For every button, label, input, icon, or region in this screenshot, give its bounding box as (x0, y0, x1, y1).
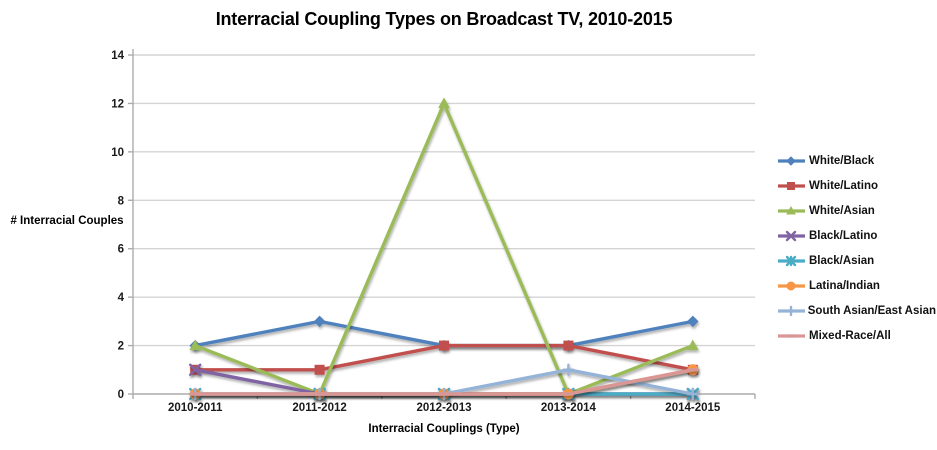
marker-plus[interactable] (785, 305, 797, 316)
marker-plus[interactable] (686, 387, 699, 401)
legend-swatch-circle-icon (778, 281, 805, 290)
x-tick-label: 2011-2012 (292, 402, 346, 414)
legend-label: White/Asian (809, 204, 875, 217)
legend-swatch-diamond-icon (778, 155, 805, 166)
marker-asterisk[interactable] (785, 255, 797, 266)
legend-item-white-black[interactable]: White/Black (776, 148, 936, 173)
series-mixed-race-all[interactable] (190, 368, 698, 396)
legend-item-latina-indian[interactable]: Latina/Indian (776, 273, 936, 298)
legend-item-south-asian-east-asian[interactable]: South Asian/East Asian (776, 298, 936, 323)
y-tick-label: 0 (118, 389, 124, 401)
x-tick-label: 2012-2013 (417, 402, 472, 414)
legend-item-mixed-race-all[interactable]: Mixed-Race/All (776, 323, 936, 348)
legend-item-black-latino[interactable]: Black/Latino (776, 223, 936, 248)
legend: White/Black White/Latino White/Asian Black/… (776, 148, 936, 348)
y-tick-label: 10 (111, 147, 124, 159)
marker-circle[interactable] (786, 281, 796, 290)
marker-square[interactable] (314, 364, 325, 375)
marker-diamond[interactable] (786, 155, 796, 166)
marker-square[interactable] (563, 340, 574, 351)
legend-label: Mixed-Race/All (809, 329, 891, 342)
marker-triangle[interactable] (686, 339, 699, 351)
chart-title: Interracial Coupling Types on Broadcast … (215, 9, 673, 29)
legend-label: South Asian/East Asian (807, 304, 936, 317)
marker-x[interactable] (785, 230, 797, 241)
legend-item-black-asian[interactable]: Black/Asian (776, 248, 936, 273)
marker-triangle[interactable] (438, 97, 450, 108)
marker-triangle[interactable] (786, 205, 796, 214)
legend-item-white-asian[interactable]: White/Asian (776, 198, 936, 223)
x-tick-label: 2014-2015 (665, 402, 721, 414)
y-tick-label: 8 (118, 195, 125, 207)
legend-label: White/Latino (809, 179, 878, 192)
legend-label: Black/Latino (809, 229, 878, 242)
legend-label: Latina/Indian (809, 279, 880, 292)
marker-x[interactable] (189, 363, 202, 376)
marker-plus[interactable] (562, 363, 575, 376)
legend-swatch-square-icon (778, 181, 805, 190)
y-tick-label: 12 (111, 98, 124, 110)
x-tick-label: 2010-2011 (168, 402, 223, 414)
y-tick-label: 2 (118, 341, 124, 353)
legend-label: Black/Asian (809, 254, 875, 267)
legend-swatch-plus-icon (778, 305, 805, 316)
marker-square[interactable] (787, 181, 795, 190)
marker-square[interactable] (439, 340, 449, 351)
legend-item-white-latino[interactable]: White/Latino (776, 173, 936, 198)
y-tick-label: 4 (118, 292, 125, 304)
marker-diamond[interactable] (687, 315, 699, 328)
y-tick-label: 6 (118, 244, 124, 256)
marker-diamond[interactable] (313, 315, 326, 328)
y-axis-title: # Interracial Couples (10, 215, 124, 227)
legend-swatch-x-icon (778, 230, 805, 241)
y-tick-label: 14 (111, 50, 124, 62)
legend-swatch-asterisk-icon (778, 255, 805, 266)
legend-label: White/Black (809, 154, 875, 167)
x-tick-label: 2013-2014 (541, 402, 597, 414)
marker-triangle[interactable] (189, 339, 202, 351)
legend-swatch-triangle-icon (778, 205, 805, 214)
x-axis-title: Interracial Couplings (Type) (368, 423, 520, 435)
legend-swatch-dash-icon (778, 333, 805, 338)
